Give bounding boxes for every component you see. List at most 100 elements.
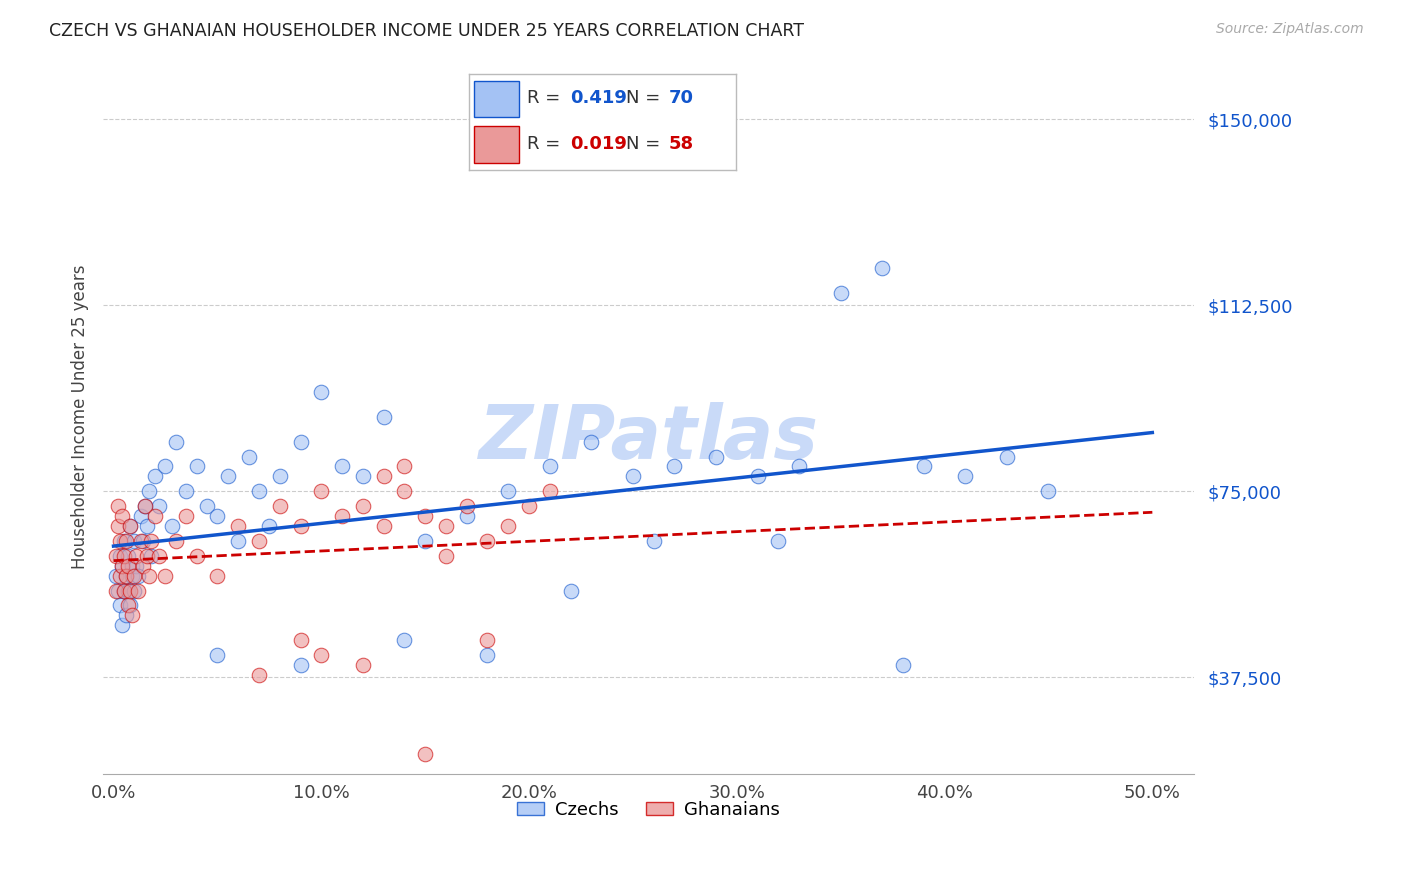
Point: [290, 633, 312, 648]
Point: [186, 549, 208, 563]
Point: [155, 459, 177, 474]
Point: [115, 533, 138, 548]
Point: [124, 533, 146, 548]
Point: [121, 558, 143, 573]
Point: [138, 484, 160, 499]
Point: [138, 568, 160, 582]
Point: [117, 549, 139, 563]
Point: [560, 583, 582, 598]
Point: [768, 533, 790, 548]
Point: [117, 558, 139, 573]
Point: [870, 260, 893, 275]
Point: [108, 533, 131, 548]
Point: [195, 499, 218, 513]
Point: [111, 618, 134, 632]
Point: [704, 450, 727, 464]
Point: [290, 434, 312, 449]
Point: [207, 509, 229, 524]
Legend: Czechs, Ghanaians: Czechs, Ghanaians: [510, 793, 787, 826]
Point: [117, 599, 139, 613]
Point: [120, 519, 142, 533]
Point: [129, 509, 152, 524]
Point: [139, 549, 162, 563]
Point: [217, 469, 239, 483]
Point: [107, 499, 129, 513]
Point: [127, 583, 149, 598]
Point: [352, 499, 374, 513]
Point: [108, 549, 131, 563]
Point: [496, 484, 519, 499]
Point: [269, 499, 291, 513]
Point: [311, 385, 333, 400]
Point: [955, 469, 977, 483]
Point: [394, 459, 416, 474]
Point: [174, 484, 197, 499]
Point: [112, 583, 135, 598]
Point: [125, 549, 148, 563]
Point: [226, 533, 249, 548]
Point: [413, 747, 436, 762]
Point: [621, 469, 644, 483]
Point: [111, 558, 134, 573]
Point: [413, 533, 436, 548]
Point: [129, 533, 152, 548]
Point: [581, 434, 603, 449]
Point: [496, 519, 519, 533]
Point: [135, 519, 157, 533]
Point: [517, 499, 540, 513]
Text: ZIPatlas: ZIPatlas: [478, 401, 818, 475]
Point: [108, 599, 131, 613]
Point: [174, 509, 197, 524]
Point: [165, 434, 187, 449]
Point: [160, 519, 183, 533]
Point: [747, 469, 769, 483]
Point: [120, 599, 142, 613]
Point: [352, 657, 374, 672]
Point: [121, 568, 143, 582]
Point: [148, 499, 170, 513]
Point: [1038, 484, 1060, 499]
Point: [107, 583, 129, 598]
Point: [143, 509, 166, 524]
Point: [131, 533, 153, 548]
Point: [787, 459, 810, 474]
Point: [477, 533, 499, 548]
Point: [477, 648, 499, 662]
Point: [311, 648, 333, 662]
Point: [247, 668, 270, 682]
Point: [891, 657, 914, 672]
Point: [311, 484, 333, 499]
Point: [155, 568, 177, 582]
Point: [115, 608, 138, 623]
Point: [112, 533, 135, 548]
Point: [135, 549, 157, 563]
Point: [226, 519, 249, 533]
Point: [330, 509, 353, 524]
Point: [643, 533, 665, 548]
Point: [127, 568, 149, 582]
Point: [373, 519, 395, 533]
Point: [352, 469, 374, 483]
Point: [664, 459, 686, 474]
Point: [148, 549, 170, 563]
Point: [165, 533, 187, 548]
Point: [434, 549, 457, 563]
Point: [912, 459, 935, 474]
Point: [290, 657, 312, 672]
Point: [131, 558, 153, 573]
Point: [112, 549, 135, 563]
Point: [477, 633, 499, 648]
Point: [373, 409, 395, 424]
Point: [104, 583, 127, 598]
Point: [112, 583, 135, 598]
Point: [330, 459, 353, 474]
Text: Source: ZipAtlas.com: Source: ZipAtlas.com: [1216, 22, 1364, 37]
Point: [456, 509, 478, 524]
Point: [111, 509, 134, 524]
Point: [120, 583, 142, 598]
Point: [373, 469, 395, 483]
Point: [111, 558, 134, 573]
Point: [120, 519, 142, 533]
Point: [269, 469, 291, 483]
Point: [134, 499, 156, 513]
